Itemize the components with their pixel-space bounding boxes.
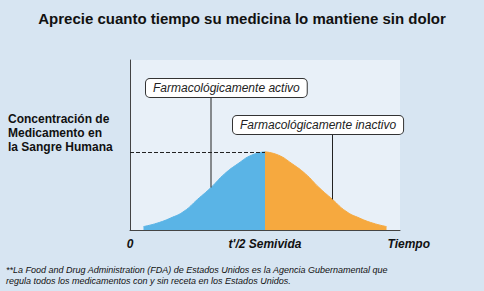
svg-text:0: 0 [127, 237, 134, 251]
svg-text:**La Food and Drug Administrat: **La Food and Drug Administration (FDA) … [6, 265, 388, 275]
svg-text:t'/2 Semivida: t'/2 Semivida [229, 237, 302, 251]
svg-text:Concentración de: Concentración de [8, 112, 110, 126]
svg-text:Tiempo: Tiempo [388, 237, 430, 251]
svg-text:Aprecie cuanto tiempo su medic: Aprecie cuanto tiempo su medicina lo man… [38, 10, 446, 27]
svg-text:Farmacológicamente activo: Farmacológicamente activo [153, 81, 300, 95]
svg-text:regula todos los medicamentos: regula todos los medicamentos con y sin … [6, 276, 291, 286]
svg-text:la Sangre Humana: la Sangre Humana [8, 140, 113, 154]
svg-text:Farmacológicamente inactivo: Farmacológicamente inactivo [240, 118, 396, 132]
svg-text:Medicamento en: Medicamento en [8, 126, 102, 140]
